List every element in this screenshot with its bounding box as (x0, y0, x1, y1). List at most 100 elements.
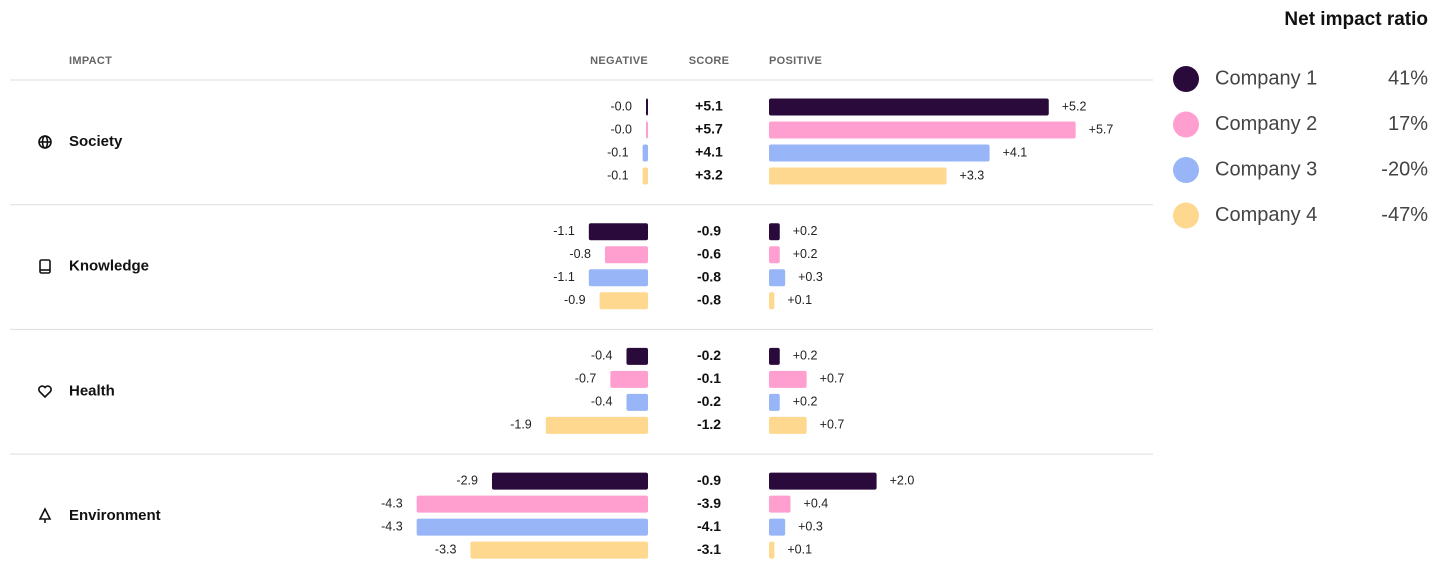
score-label: -4.1 (697, 518, 721, 534)
positive-bar (769, 416, 807, 434)
negative-bar (626, 393, 648, 411)
positive-bar (769, 495, 791, 513)
header-score: SCORE (689, 55, 730, 67)
positive-bar (769, 518, 786, 536)
negative-bar (545, 416, 648, 434)
positive-bar (769, 269, 786, 287)
score-label: +5.1 (695, 98, 723, 114)
positive-bar (769, 98, 1049, 116)
positive-label: +2.0 (890, 473, 915, 487)
positive-label: +0.2 (793, 224, 818, 238)
negative-label: -2.9 (456, 473, 478, 487)
negative-bar (491, 472, 648, 490)
header-negative: NEGATIVE (590, 55, 648, 67)
header-positive: POSITIVE (769, 55, 822, 67)
legend-ratio: -20% (1381, 158, 1428, 180)
positive-bar (769, 472, 877, 490)
negative-bar (588, 223, 648, 241)
positive-label: +0.4 (804, 496, 829, 510)
legend-ratio: 17% (1388, 113, 1428, 135)
negative-label: -4.3 (381, 496, 403, 510)
negative-bar (588, 269, 648, 287)
negative-label: -0.1 (607, 145, 629, 159)
score-label: -0.2 (697, 347, 721, 363)
score-label: -1.2 (697, 416, 721, 432)
negative-label: -0.7 (575, 372, 597, 386)
negative-bar (642, 144, 648, 162)
positive-bar (769, 347, 780, 365)
legend-swatch (1173, 157, 1199, 183)
negative-bar (599, 292, 648, 310)
score-label: +4.1 (695, 144, 723, 160)
book-icon (39, 259, 51, 274)
heart-icon (38, 385, 52, 399)
score-label: -0.2 (697, 393, 721, 409)
category-label: Society (69, 133, 123, 150)
negative-bar (642, 167, 648, 185)
legend-name: Company 3 (1215, 158, 1317, 180)
negative-label: -0.0 (610, 122, 632, 136)
positive-label: +0.3 (798, 270, 823, 284)
negative-bar (646, 121, 648, 139)
legend-title: Net impact ratio (1284, 9, 1428, 30)
legend-swatch (1173, 111, 1199, 138)
negative-bar (416, 518, 648, 536)
score-label: +3.2 (695, 167, 723, 183)
category-label: Environment (69, 507, 161, 524)
score-label: -0.8 (697, 291, 721, 307)
category-label: Health (69, 382, 115, 399)
score-label: -3.1 (697, 541, 721, 557)
positive-label: +0.7 (820, 418, 845, 432)
positive-bar (769, 223, 780, 241)
positive-bar (769, 393, 780, 411)
positive-label: +0.1 (787, 293, 812, 307)
score-label: -0.6 (697, 245, 721, 261)
positive-label: +0.2 (793, 247, 818, 261)
score-label: -0.8 (697, 268, 721, 284)
legend-ratio: -47% (1381, 204, 1428, 226)
negative-label: -1.1 (553, 270, 575, 284)
positive-label: +3.3 (960, 168, 985, 182)
positive-bar (769, 292, 775, 310)
header-impact: IMPACT (69, 55, 112, 67)
positive-label: +0.2 (793, 349, 818, 363)
negative-bar (416, 495, 648, 513)
negative-label: -0.4 (591, 395, 613, 409)
positive-label: +5.2 (1062, 99, 1087, 113)
legend-name: Company 4 (1215, 204, 1317, 226)
negative-label: -1.1 (553, 224, 575, 238)
icons (38, 135, 52, 523)
positive-bar (769, 246, 780, 264)
category-label: Knowledge (69, 258, 149, 275)
legend-name: Company 1 (1215, 67, 1317, 89)
negative-bar (470, 541, 648, 559)
legend-swatch (1173, 66, 1199, 92)
negative-bar (610, 370, 648, 388)
negative-bar (646, 98, 648, 116)
legend-swatch (1173, 202, 1199, 229)
legend-name: Company 2 (1215, 113, 1317, 135)
score-label: +5.7 (695, 121, 723, 137)
negative-label: -0.8 (569, 247, 591, 261)
positive-bar (769, 121, 1076, 139)
globe-icon (38, 135, 52, 149)
negative-label: -0.9 (564, 293, 586, 307)
negative-label: -4.3 (381, 519, 403, 533)
score-label: -0.9 (697, 472, 721, 488)
negative-label: -0.0 (610, 99, 632, 113)
positive-bar (769, 541, 775, 559)
score-label: -0.9 (697, 222, 721, 238)
positive-label: +0.7 (820, 372, 845, 386)
negative-label: -3.3 (435, 542, 457, 556)
positive-label: +5.7 (1089, 122, 1114, 136)
negative-label: -0.4 (591, 349, 613, 363)
positive-bar (769, 144, 990, 162)
negative-bar (626, 347, 648, 365)
negative-bar (604, 246, 648, 264)
negative-label: -1.9 (510, 418, 532, 432)
tree-icon (38, 507, 52, 523)
legend-ratio: 41% (1388, 67, 1428, 89)
positive-label: +0.3 (798, 519, 823, 533)
